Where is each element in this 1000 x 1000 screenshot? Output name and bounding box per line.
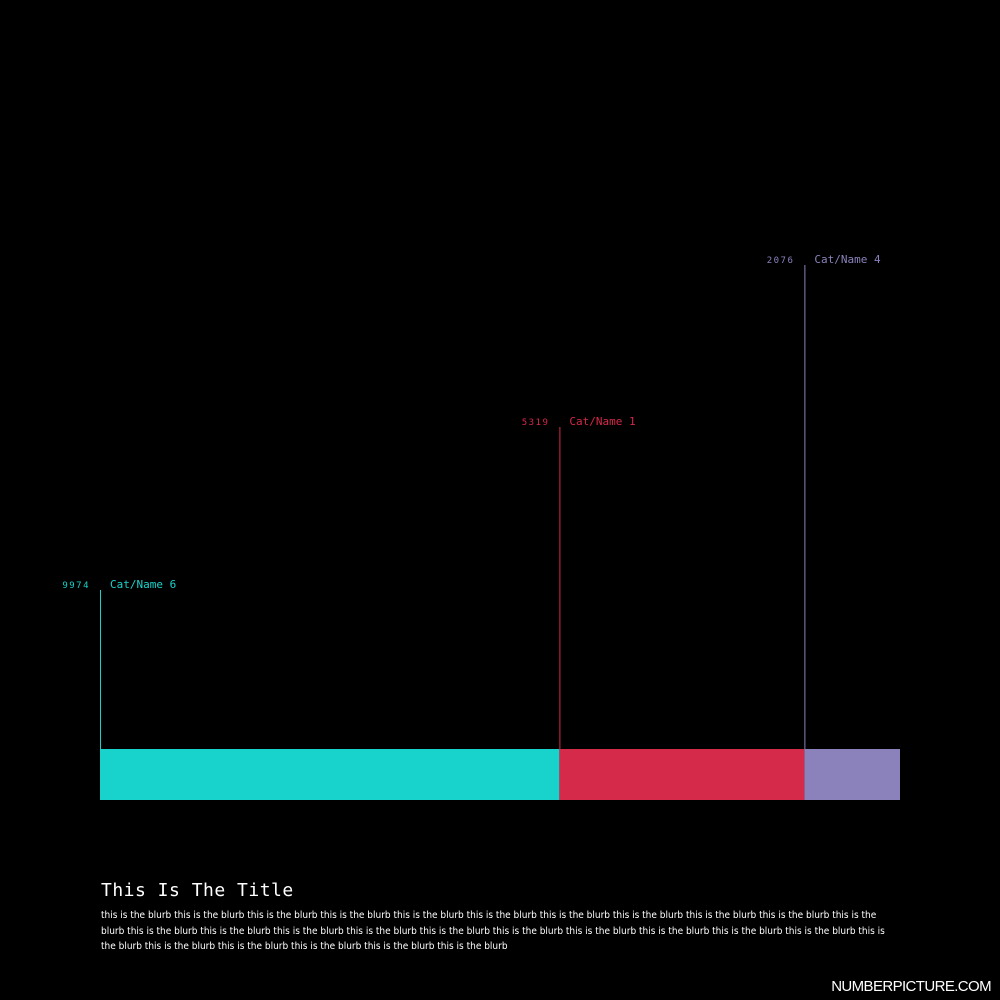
value-label: 9974 xyxy=(62,581,90,591)
bar-segment xyxy=(804,749,900,800)
brand-watermark: NUMBERPICTURE.COM xyxy=(831,978,991,995)
chart-title: This Is The Title xyxy=(101,880,294,901)
bar-segment xyxy=(100,749,560,800)
chart-blurb: this is the blurb this is the blurb this… xyxy=(101,910,885,952)
value-label: 2076 xyxy=(767,256,795,266)
category-label: Cat/Name 1 xyxy=(569,415,635,428)
category-label: Cat/Name 6 xyxy=(110,578,176,591)
bar-segment xyxy=(559,749,805,800)
category-label: Cat/Name 4 xyxy=(814,253,881,266)
value-label: 5319 xyxy=(522,418,550,428)
